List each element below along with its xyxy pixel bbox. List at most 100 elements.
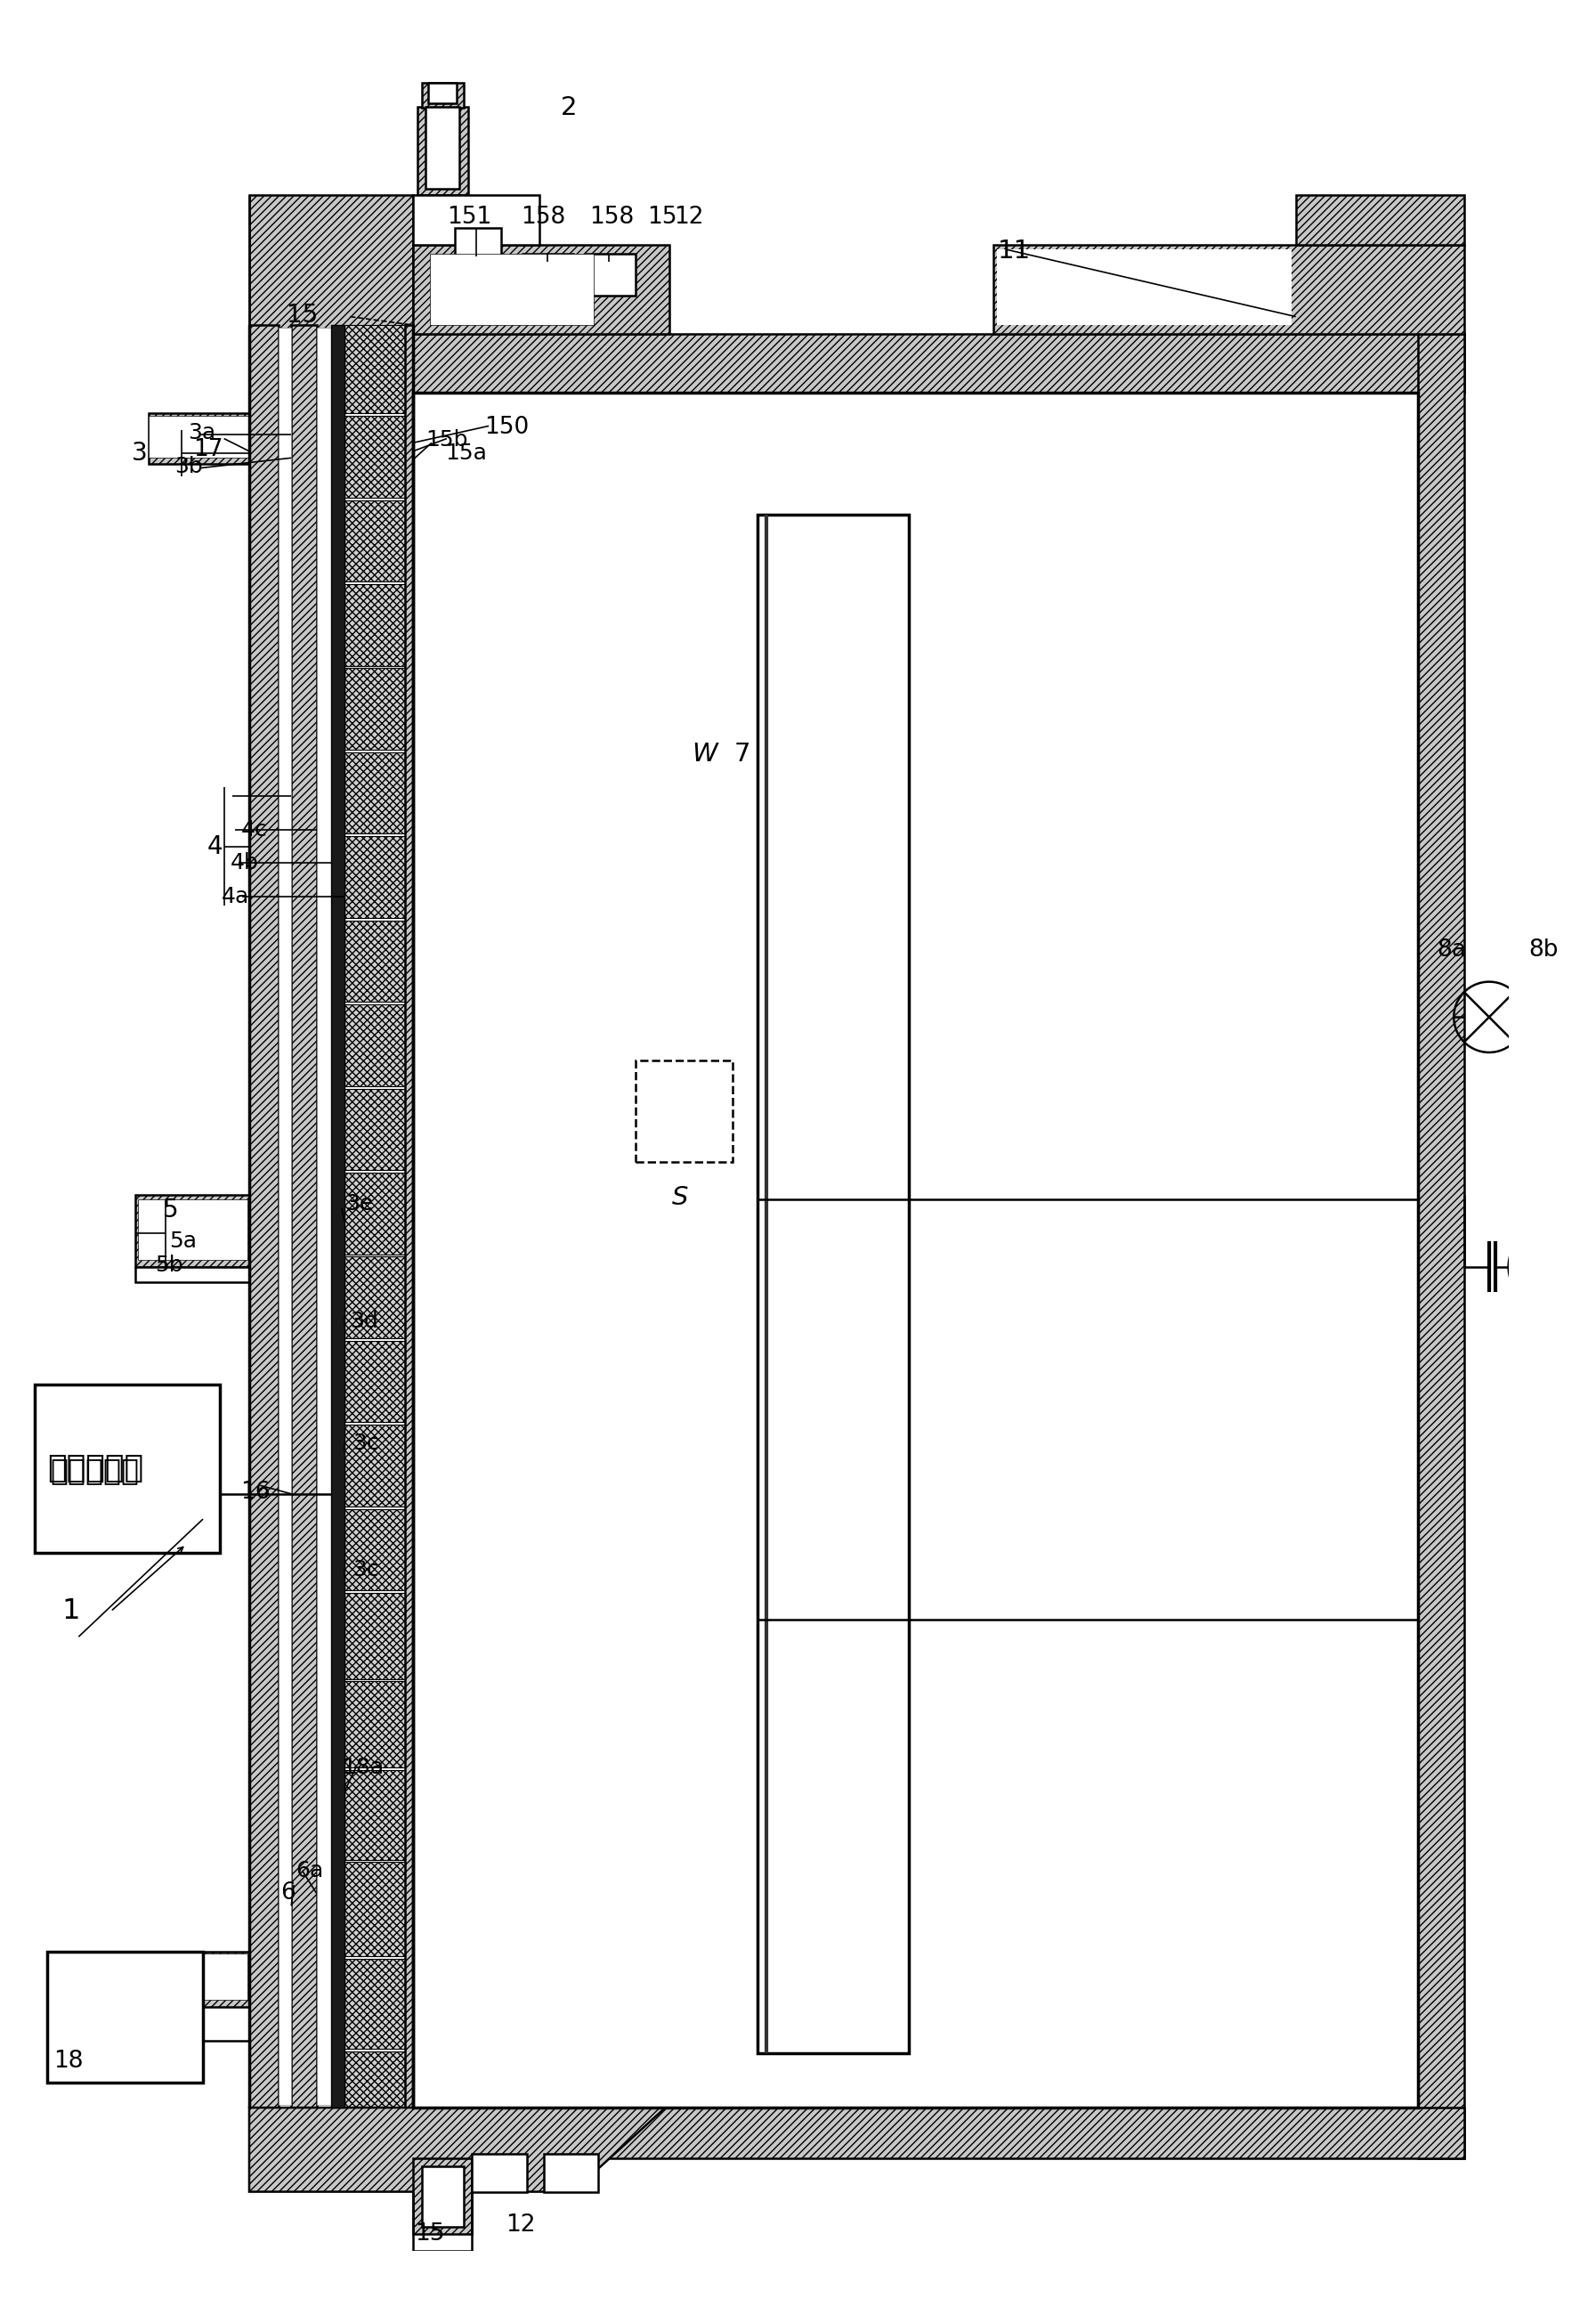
Bar — [136, 1195, 249, 1266]
Bar — [586, 255, 635, 296]
Bar — [758, 514, 910, 2053]
Polygon shape — [249, 2107, 666, 2192]
Bar — [413, 2107, 1464, 2158]
Text: 11: 11 — [998, 238, 1031, 264]
Text: 4b: 4b — [230, 852, 259, 873]
Text: 158: 158 — [589, 206, 634, 229]
Bar — [345, 669, 405, 750]
Text: 15: 15 — [646, 206, 677, 229]
Bar — [1296, 194, 1464, 245]
Text: 5a: 5a — [169, 1232, 196, 1252]
Bar — [345, 2051, 405, 2107]
Bar — [998, 250, 1291, 324]
Text: 3d: 3d — [350, 1310, 378, 1331]
Text: 4a: 4a — [222, 887, 249, 907]
Bar — [148, 414, 249, 463]
Bar — [345, 324, 405, 414]
Bar — [993, 245, 1464, 333]
Bar — [417, 106, 468, 194]
Bar — [543, 2153, 598, 2192]
Bar — [136, 1266, 249, 1283]
Text: 5b: 5b — [155, 1255, 184, 1276]
Text: 18a: 18a — [342, 1757, 383, 1778]
Bar — [413, 194, 539, 245]
Text: 18: 18 — [53, 2049, 83, 2072]
Bar — [249, 194, 413, 391]
Text: 15a: 15a — [445, 442, 487, 463]
Bar — [345, 1861, 405, 1956]
Text: 16: 16 — [241, 1482, 271, 1505]
Bar — [429, 255, 594, 324]
Text: 17: 17 — [193, 438, 223, 461]
Bar — [421, 83, 463, 109]
Bar — [139, 1954, 247, 2000]
Text: 微波供给源: 微波供给源 — [48, 1454, 144, 1484]
Bar — [345, 1340, 405, 1421]
Bar — [345, 1426, 405, 1507]
Bar — [455, 229, 501, 271]
Bar — [345, 921, 405, 1002]
Text: 3c: 3c — [353, 1558, 378, 1581]
Text: 3a: 3a — [188, 421, 215, 444]
Bar — [421, 2167, 463, 2227]
Bar — [345, 1088, 405, 1169]
Text: 8b: 8b — [1529, 938, 1558, 961]
Bar — [345, 1681, 405, 1766]
Text: S: S — [672, 1185, 688, 1211]
Bar — [345, 836, 405, 917]
Bar — [1417, 333, 1464, 2158]
Bar — [48, 1952, 203, 2084]
Bar — [345, 1257, 405, 1338]
Text: 6a: 6a — [295, 1859, 324, 1882]
Bar — [136, 1952, 249, 2007]
Bar — [472, 2153, 527, 2192]
Text: 3b: 3b — [174, 456, 203, 477]
Text: 151: 151 — [447, 206, 492, 229]
Bar — [139, 1199, 247, 1259]
Bar — [413, 333, 1464, 391]
Bar — [345, 1005, 405, 1086]
Bar — [345, 1509, 405, 1590]
Bar — [758, 2053, 910, 2107]
Bar — [345, 1769, 405, 1859]
Text: 3e: 3e — [346, 1192, 373, 1215]
Bar — [426, 106, 460, 190]
Bar — [35, 1384, 220, 1553]
Bar — [148, 417, 249, 458]
Text: 3c: 3c — [353, 1433, 378, 1454]
Bar — [279, 329, 290, 2104]
Text: 12: 12 — [506, 2213, 535, 2236]
Text: W: W — [693, 741, 718, 766]
Text: 150: 150 — [485, 417, 530, 440]
Bar — [428, 83, 456, 104]
Bar — [345, 500, 405, 581]
Bar — [635, 1060, 733, 1162]
Bar — [413, 2158, 472, 2234]
Bar — [290, 324, 316, 2107]
Bar — [345, 583, 405, 667]
Text: 12: 12 — [674, 206, 704, 229]
Bar — [345, 417, 405, 498]
Bar — [249, 324, 279, 2107]
Bar — [413, 391, 1417, 2107]
Text: 6: 6 — [281, 1882, 295, 1905]
Text: 4: 4 — [207, 833, 223, 859]
Bar — [316, 329, 330, 2104]
Bar — [330, 324, 345, 2107]
Bar — [413, 245, 669, 333]
Bar — [345, 1174, 405, 1255]
Text: 7: 7 — [734, 741, 750, 766]
Text: 15b: 15b — [426, 428, 468, 449]
Text: 5: 5 — [163, 1197, 179, 1222]
Bar — [345, 1958, 405, 2049]
Bar — [522, 255, 573, 296]
Bar — [345, 1593, 405, 1678]
Text: 微波供給源: 微波供給源 — [49, 1456, 139, 1484]
Text: 3: 3 — [131, 440, 147, 465]
Text: 15: 15 — [287, 303, 319, 326]
Text: 4c: 4c — [241, 820, 267, 840]
Text: 15: 15 — [415, 2222, 445, 2246]
Text: 8a: 8a — [1436, 938, 1467, 961]
Text: 1: 1 — [62, 1597, 80, 1625]
Bar — [405, 324, 413, 2107]
